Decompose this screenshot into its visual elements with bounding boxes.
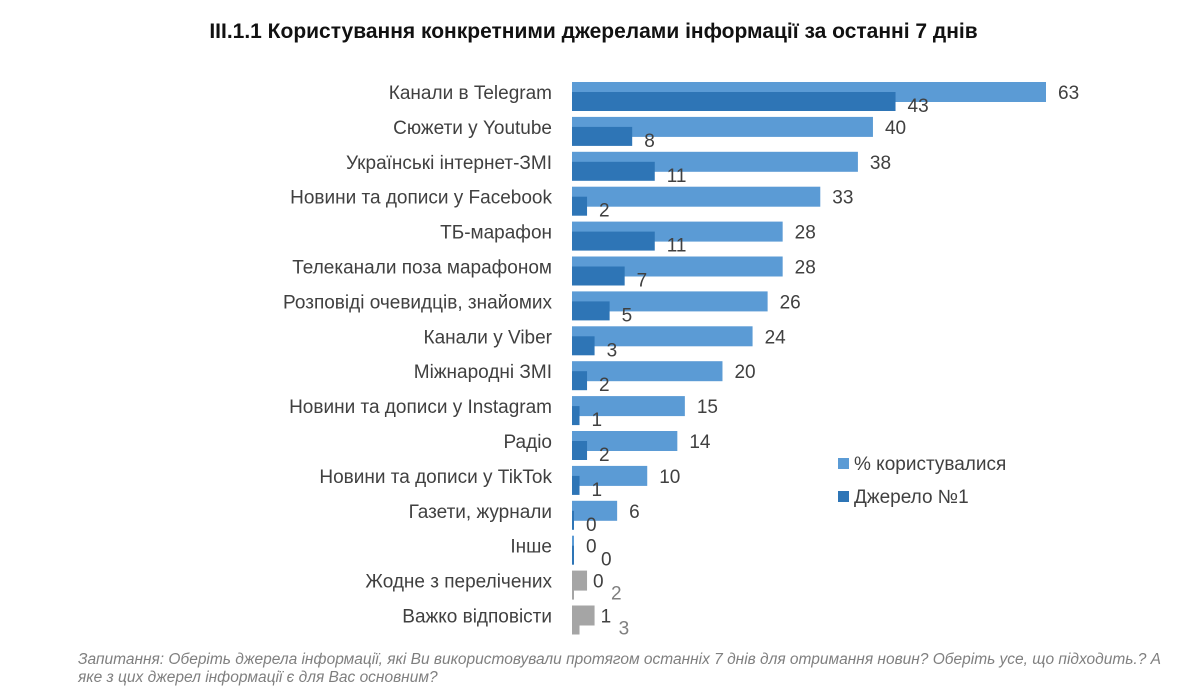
bar-main-source xyxy=(572,441,588,460)
value-label-main-source: 2 xyxy=(599,201,610,222)
value-label-used: 10 xyxy=(659,467,680,488)
value-label-used: 40 xyxy=(885,118,906,139)
bar-used xyxy=(572,116,873,137)
value-label-used: 28 xyxy=(795,223,816,244)
value-label-used: 24 xyxy=(765,327,787,348)
value-label-main-source: 3 xyxy=(607,340,618,361)
bar-used xyxy=(572,431,678,451)
bar-main-source xyxy=(572,126,633,146)
bar-main-source xyxy=(572,196,588,216)
value-label-used: 63 xyxy=(1058,83,1079,104)
bar-used xyxy=(572,291,768,312)
value-label-main-source: 1 xyxy=(592,410,603,431)
value-label-used: 33 xyxy=(832,188,853,209)
value-label-used: 14 xyxy=(689,432,711,453)
category-label: Новини та дописи у TikTok xyxy=(319,467,552,488)
value-label-used: 2 xyxy=(611,584,622,605)
bar-main-source xyxy=(572,510,574,530)
bar-main-source xyxy=(572,545,574,565)
bar-used xyxy=(572,465,648,486)
bar-main-source xyxy=(572,336,595,356)
category-label: Новини та дописи у Instagram xyxy=(289,397,552,418)
legend-swatch xyxy=(838,458,849,469)
question-note: Запитання: Оберіть джерела інформації, я… xyxy=(78,651,1161,686)
value-label-main-source: 0 xyxy=(601,550,612,571)
value-label-used: 0 xyxy=(586,537,597,558)
bar-main-source xyxy=(572,266,625,286)
bar-used xyxy=(572,326,753,347)
category-label: ТБ-марафон xyxy=(440,223,552,244)
value-label-main-source: 2 xyxy=(599,445,610,466)
value-label-used: 26 xyxy=(780,292,801,313)
category-label: Жодне з перелічених xyxy=(365,572,552,593)
chart-title: ІІІ.1.1 Користування конкретними джерела… xyxy=(209,20,978,43)
category-label: Міжнародні ЗМІ xyxy=(414,362,552,383)
value-label-main-source: 11 xyxy=(667,166,687,187)
category-label: Важко відповісти xyxy=(402,607,552,628)
value-label-main-source: 43 xyxy=(908,96,929,117)
bar-main-source xyxy=(572,231,655,251)
bar-main-source xyxy=(572,92,896,111)
category-label: Розповіді очевидців, знайомих xyxy=(283,292,552,313)
value-label-used: 38 xyxy=(870,153,891,174)
bar-main-source xyxy=(572,615,580,635)
bar-main-source xyxy=(572,475,580,495)
bar-used xyxy=(572,570,588,591)
bar-main-source xyxy=(572,406,580,426)
bar-used xyxy=(572,186,821,207)
value-label-main-source: 5 xyxy=(622,305,633,326)
legend-label: % користувалися xyxy=(854,454,1006,475)
value-label-used: 20 xyxy=(734,362,755,383)
value-label-main-source: 1 xyxy=(601,607,612,628)
legend-label: Джерело №1 xyxy=(854,487,969,508)
bar-main-source xyxy=(572,161,655,181)
value-label-main-source: 8 xyxy=(644,131,655,152)
category-label: Газети, журнали xyxy=(409,502,552,523)
category-label: Канали в Telegram xyxy=(389,83,552,104)
legend-swatch xyxy=(838,491,849,502)
value-label-main-source: 7 xyxy=(637,271,648,292)
category-label: Сюжети у Youtube xyxy=(393,118,552,139)
category-label: Радіо xyxy=(504,432,552,453)
value-label-main-source: 1 xyxy=(592,480,603,501)
value-label-used: 3 xyxy=(619,619,630,640)
value-label-main-source: 0 xyxy=(586,515,597,536)
category-label: Українські інтернет-ЗМІ xyxy=(346,153,552,174)
value-label-used: 28 xyxy=(795,258,816,279)
bar-main-source xyxy=(572,301,610,321)
bar-used xyxy=(572,361,723,382)
bar-main-source xyxy=(572,371,588,391)
bar-used xyxy=(572,500,618,521)
category-label: Телеканали поза марафоном xyxy=(292,258,552,279)
value-label-used: 6 xyxy=(629,502,640,523)
bar-used xyxy=(572,396,685,417)
category-label: Інше xyxy=(510,537,552,558)
value-label-used: 15 xyxy=(697,397,718,418)
category-label: Новини та дописи у Facebook xyxy=(290,188,552,209)
value-label-main-source: 11 xyxy=(667,236,687,257)
value-label-main-source: 0 xyxy=(593,572,604,593)
bar-main-source xyxy=(572,580,574,600)
value-label-main-source: 2 xyxy=(599,375,610,396)
category-label: Канали у Viber xyxy=(424,327,553,348)
